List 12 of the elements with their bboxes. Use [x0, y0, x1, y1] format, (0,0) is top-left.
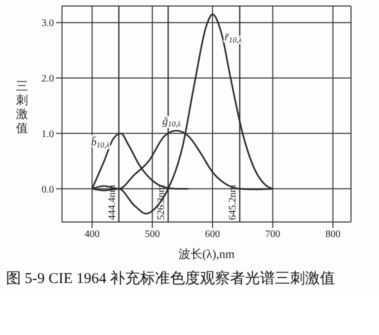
y-tick-label: 1.0: [42, 128, 54, 140]
x-tick-label: 400: [84, 229, 100, 240]
x-tick-label: 800: [325, 229, 340, 240]
y-tick-label: 2.0: [42, 74, 54, 85]
x-tick-label: 600: [205, 229, 220, 240]
y-tick-label: 3.0: [42, 18, 54, 30]
y-tick-label: 0.0: [42, 184, 54, 196]
y-axis-title: 三刺激值: [16, 79, 28, 135]
x-tick-label: 700: [265, 229, 280, 240]
text: 图 5-9 CIE 1964 补充标准色度观察者光谱三刺激值: [6, 271, 336, 287]
x-tick-label: 500: [144, 229, 160, 240]
x-axis-title: 波长(λ),nm: [178, 247, 236, 261]
